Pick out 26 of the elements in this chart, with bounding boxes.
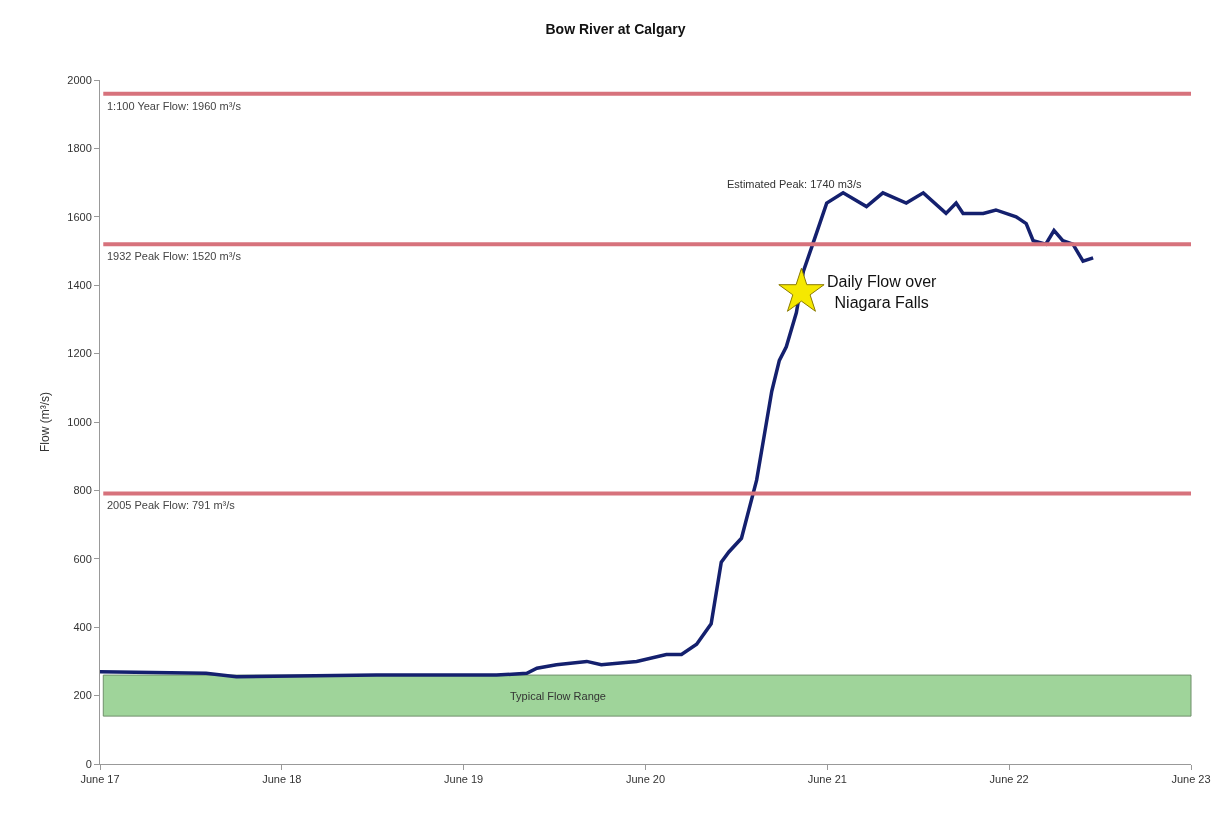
y-tick-label: 0 bbox=[85, 757, 92, 770]
band-label: Typical Flow Range bbox=[510, 690, 606, 702]
annotation: Daily Flow over Niagara Falls bbox=[827, 273, 938, 311]
y-tick-label: 200 bbox=[73, 689, 92, 702]
x-tick-label: June 18 bbox=[262, 773, 302, 786]
y-tick-label: 600 bbox=[73, 552, 92, 565]
y-tick-label: 1800 bbox=[67, 142, 92, 155]
x-tick-label: June 22 bbox=[989, 773, 1029, 786]
x-tick-label: June 21 bbox=[807, 773, 847, 786]
x-tick-label: June 17 bbox=[80, 773, 120, 786]
x-tick-label: June 23 bbox=[1171, 773, 1211, 786]
ref-line-label: 2005 Peak Flow: 791 m³/s bbox=[107, 499, 236, 511]
annotation: Estimated Peak: 1740 m3/s bbox=[727, 178, 863, 190]
x-tick-label: June 19 bbox=[444, 773, 484, 786]
y-tick-label: 1000 bbox=[67, 415, 92, 428]
ref-line-label: 1:100 Year Flow: 1960 m³/s bbox=[107, 100, 242, 112]
chart-title: Bow River at Calgary bbox=[545, 21, 686, 38]
y-tick-label: 400 bbox=[73, 621, 92, 634]
y-tick-label: 1600 bbox=[67, 210, 92, 223]
y-axis-title: Flow (m³/s) bbox=[37, 392, 52, 452]
y-tick-label: 1400 bbox=[67, 279, 92, 292]
x-tick-label: June 20 bbox=[625, 773, 666, 786]
y-tick-label: 800 bbox=[73, 484, 92, 497]
y-tick-label: 2000 bbox=[67, 73, 92, 86]
ref-line-label: 1932 Peak Flow: 1520 m³/s bbox=[107, 250, 242, 262]
y-tick-label: 1200 bbox=[67, 347, 92, 360]
